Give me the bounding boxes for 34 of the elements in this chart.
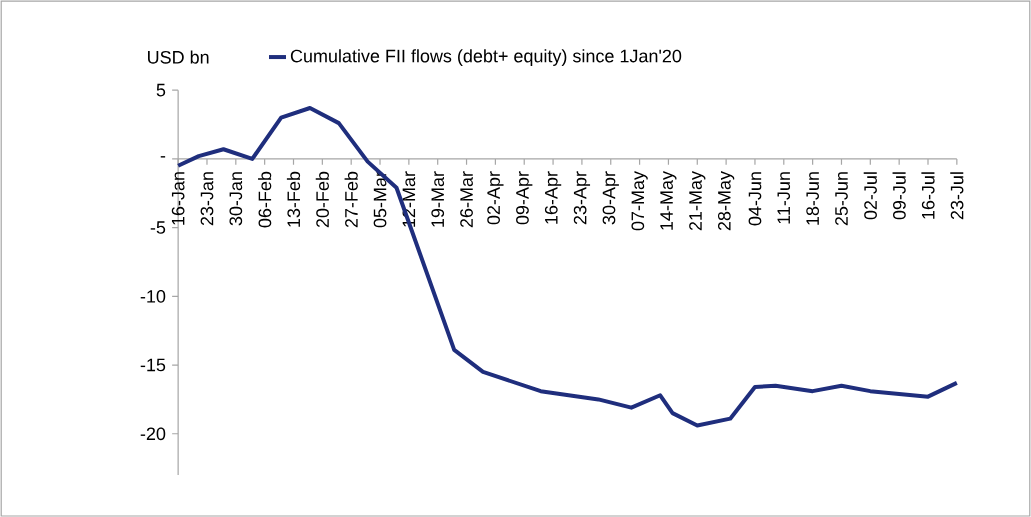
x-tick-label: 25-Jun bbox=[835, 172, 848, 226]
y-tick-label: -20 bbox=[140, 427, 166, 441]
y-tick-label: - bbox=[160, 156, 166, 158]
x-tick-label: 26-Mar bbox=[460, 171, 473, 228]
x-tick-label: 21-May bbox=[689, 171, 706, 231]
x-tick-label: 02-Jul bbox=[863, 172, 877, 220]
y-tick-label: 5 bbox=[156, 83, 166, 97]
x-tick-label: 27-Feb bbox=[344, 171, 358, 228]
x-tick-label: 28-May bbox=[717, 171, 735, 231]
y-tick-label: -15 bbox=[140, 358, 166, 372]
x-tick-label: 07-May bbox=[631, 171, 648, 231]
x-tick-label: 06-Feb bbox=[258, 171, 272, 228]
x-tick-label: 02-Apr bbox=[487, 171, 504, 225]
x-tick-label: 23-Jan bbox=[200, 172, 214, 226]
legend-label: Cumulative FII flows (debt+ equity) since 1Jan'20 bbox=[290, 49, 682, 66]
x-tick-label: 14-May bbox=[660, 171, 677, 230]
x-tick-label: 18-Jun bbox=[806, 172, 819, 225]
x-tick-label: 13-Feb bbox=[286, 171, 301, 227]
x-tick-label: 16-Jul bbox=[921, 172, 935, 219]
x-tick-label: 16-Jan bbox=[171, 172, 185, 225]
x-tick-label: 30-Apr bbox=[602, 171, 619, 225]
x-tick-label: 16-Apr bbox=[544, 171, 562, 224]
x-tick-label: 20-Feb bbox=[315, 171, 329, 228]
x-tick-label: 23-Apr bbox=[573, 171, 591, 225]
x-tick-label: 30-Jan bbox=[229, 172, 243, 226]
y-tick-label: -5 bbox=[150, 221, 166, 234]
x-tick-label: 04-Jun bbox=[748, 172, 762, 226]
y-axis-title: USD bn bbox=[148, 50, 209, 64]
x-tick-label: 19-Mar bbox=[431, 171, 445, 227]
x-tick-label: 09-Apr bbox=[516, 171, 533, 225]
x-tick-label: 09-Jul bbox=[892, 172, 906, 220]
x-tick-label: 23-Jul bbox=[950, 172, 964, 220]
x-tick-label: 11-Jun bbox=[777, 172, 791, 224]
y-tick-label: -10 bbox=[140, 289, 166, 303]
